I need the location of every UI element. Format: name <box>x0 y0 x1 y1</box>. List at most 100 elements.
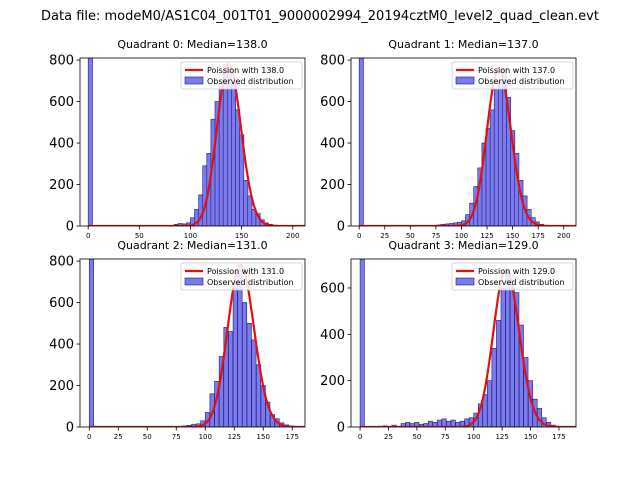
legend-poisson-label: Poission with 131.0 <box>207 267 284 276</box>
histogram-bar <box>489 109 495 226</box>
y-tick-label: 0 <box>66 421 74 436</box>
histogram-bar <box>226 68 232 226</box>
axes-frame <box>350 258 577 428</box>
histogram-bar <box>235 109 241 226</box>
y-tick-label: 800 <box>49 54 74 69</box>
legend-observed-swatch <box>184 277 204 286</box>
x-tick-label: 150 <box>257 433 270 441</box>
x-tick-label: 0 <box>86 232 90 240</box>
y-tick-label: 0 <box>337 421 345 436</box>
histogram-bar <box>493 88 499 226</box>
y-tick-label: 400 <box>49 137 74 152</box>
legend-observed-label: Observed distribution <box>478 278 565 287</box>
x-tick-label: 25 <box>380 232 389 240</box>
histogram-bar <box>231 82 236 226</box>
poisson-curve <box>88 63 305 226</box>
histogram-bar <box>228 331 234 427</box>
x-tick-label: 0 <box>357 232 361 240</box>
panel-title: Quadrant 2: Median=131.0 <box>117 239 267 252</box>
histogram-bar <box>496 320 502 427</box>
legend-box <box>180 262 303 291</box>
legend: Poission with 138.0 Observed distributio… <box>180 61 303 90</box>
legend-poisson-label: Poission with 137.0 <box>478 66 555 75</box>
y-tick-label: 800 <box>49 255 74 270</box>
y-tick-label: 800 <box>320 54 345 69</box>
axes-frame <box>350 57 577 227</box>
panel-title: Quadrant 0: Median=138.0 <box>117 38 267 51</box>
histogram-bar <box>358 58 364 226</box>
suptitle: Data file: modeM0/AS1C04_001T01_90000029… <box>41 9 599 24</box>
legend-observed-swatch <box>184 76 204 85</box>
plot-area <box>359 259 576 427</box>
legend-observed-swatch <box>455 76 475 85</box>
quadrant-0-panel: Quadrant 0: Median=138.0 0 50 100 150 200 0 20… <box>49 38 306 240</box>
x-tick-label: 0 <box>87 433 91 441</box>
x-tick-label: 175 <box>531 232 544 240</box>
x-tick-label: 175 <box>286 433 299 441</box>
y-tick-label: 600 <box>320 281 345 296</box>
y-tick-label: 200 <box>320 178 345 193</box>
x-tick-label: 125 <box>495 433 508 441</box>
x-tick-label: 100 <box>455 232 468 240</box>
quadrant-2-panel: Quadrant 2: Median=131.0 0 25 50 75 100 125 15… <box>49 239 306 441</box>
x-tick-label: 75 <box>441 433 450 441</box>
histogram-bar <box>500 287 506 427</box>
x-tick-label: 25 <box>114 433 123 441</box>
histogram-bar <box>359 259 365 427</box>
x-tick-label: 50 <box>412 433 421 441</box>
y-tick-label: 600 <box>49 95 74 110</box>
y-tick-label: 400 <box>320 328 345 343</box>
histogram-bar <box>232 281 238 427</box>
plot-area <box>88 259 305 427</box>
y-tick-label: 200 <box>49 379 74 394</box>
x-tick-label: 100 <box>184 232 197 240</box>
histogram-bar <box>509 287 515 427</box>
histogram-bar <box>247 195 253 226</box>
x-tick-label: 50 <box>135 232 144 240</box>
x-tick-label: 75 <box>431 232 440 240</box>
panel-title: Quadrant 3: Median=129.0 <box>388 239 538 252</box>
axes-frame <box>79 258 306 428</box>
histogram-bar <box>251 339 257 427</box>
plot-area <box>87 58 305 226</box>
y-tick-label: 200 <box>320 374 345 389</box>
histogram-bar <box>491 347 497 427</box>
y-tick-label: 600 <box>320 95 345 110</box>
legend: Poission with 137.0 Observed distributio… <box>451 61 574 90</box>
x-tick-label: 200 <box>557 232 570 240</box>
legend: Poission with 131.0 Observed distributio… <box>180 262 303 291</box>
y-tick-label: 0 <box>66 220 74 235</box>
histogram-bar <box>487 380 492 427</box>
quadrant-1-panel: Quadrant 1: Median=137.0 0 25 50 75 100 125 15… <box>320 38 577 240</box>
legend-poisson-label: Poission with 138.0 <box>207 66 284 75</box>
x-tick-label: 100 <box>199 433 212 441</box>
legend-box <box>451 262 574 291</box>
histogram-bar <box>497 80 503 226</box>
histogram-bar <box>87 58 93 226</box>
legend-observed-label: Observed distribution <box>478 77 565 86</box>
legend-observed-label: Observed distribution <box>207 77 294 86</box>
quadrant-3-panel: Quadrant 3: Median=129.0 0 25 50 75 100 125 15… <box>320 239 577 441</box>
legend-box <box>451 61 574 90</box>
x-tick-label: 50 <box>143 433 152 441</box>
legend-observed-label: Observed distribution <box>207 278 294 287</box>
y-tick-label: 600 <box>49 296 74 311</box>
x-tick-label: 200 <box>286 232 299 240</box>
panel-title: Quadrant 1: Median=137.0 <box>388 38 538 51</box>
y-tick-label: 400 <box>49 338 74 353</box>
x-tick-label: 75 <box>172 433 181 441</box>
x-tick-label: 150 <box>506 232 519 240</box>
y-tick-label: 0 <box>337 220 345 235</box>
histogram-bar <box>485 128 491 226</box>
poisson-curve <box>89 264 305 427</box>
x-tick-label: 125 <box>228 433 241 441</box>
poisson-curve <box>359 67 576 226</box>
axes-frame <box>79 57 306 227</box>
legend-observed-swatch <box>455 277 475 286</box>
x-tick-label: 100 <box>467 433 480 441</box>
x-tick-label: 150 <box>524 433 537 441</box>
x-tick-label: 150 <box>235 232 248 240</box>
x-tick-label: 0 <box>358 433 362 441</box>
histogram-bar <box>441 418 447 427</box>
